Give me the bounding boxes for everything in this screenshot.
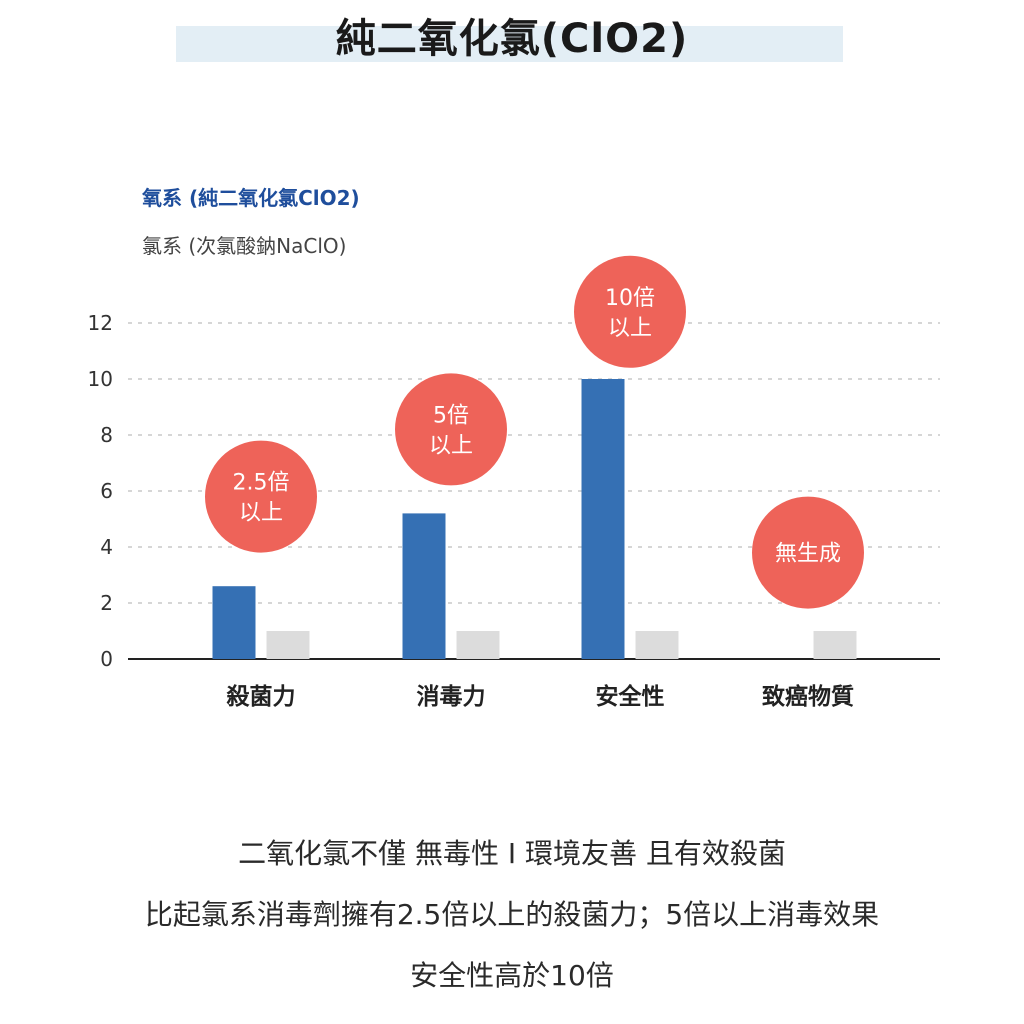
- y-tick-label: 4: [100, 535, 113, 559]
- badge-circle-3: [752, 496, 864, 609]
- legend-item-oxygen: 氧系 (純二氧化氯ClO2): [142, 186, 360, 210]
- caption-line-2: 比起氯系消毒劑擁有2.5倍以上的殺菌力；5倍以上消毒效果: [144, 898, 880, 931]
- x-tick-label: 殺菌力: [227, 683, 296, 710]
- title-band: [176, 26, 843, 62]
- legend-item-chlorine: 氯系 (次氯酸鈉NaClO): [142, 234, 347, 258]
- caption-line-1: 二氧化氯不僅 無毒性 I 環境友善 且有效殺菌: [238, 837, 786, 870]
- bar-oxygen-2: [581, 379, 625, 659]
- badge-label: 以上: [429, 433, 473, 458]
- x-tick-label: 安全性: [596, 683, 665, 710]
- y-tick-label: 6: [100, 479, 113, 503]
- caption-line-3: 安全性高於10倍: [410, 959, 614, 992]
- y-tick-label: 0: [100, 647, 113, 671]
- bar-chlorine-3: [813, 631, 857, 659]
- badge-label: 無生成: [775, 542, 841, 567]
- y-tick-label: 10: [88, 367, 113, 391]
- y-tick-label: 8: [100, 423, 113, 447]
- y-tick-label: 2: [100, 591, 113, 615]
- badge-label: 2.5倍: [233, 471, 290, 496]
- badge-label: 10倍: [605, 286, 655, 311]
- badge-label: 5倍: [433, 403, 469, 428]
- bar-oxygen-0: [212, 586, 256, 659]
- bar-chlorine-0: [266, 631, 310, 659]
- badge-label: 以上: [239, 501, 283, 526]
- bar-chlorine-1: [456, 631, 500, 659]
- bar-chlorine-2: [635, 631, 679, 659]
- badge-label: 以上: [608, 316, 652, 341]
- x-tick-label: 消毒力: [417, 684, 486, 710]
- badge-circle-2: [574, 255, 686, 368]
- x-tick-label: 致癌物質: [762, 683, 854, 710]
- bar-oxygen-1: [402, 513, 446, 659]
- y-tick-label: 12: [88, 311, 113, 335]
- badge-circle-0: [205, 440, 317, 553]
- badge-circle-1: [395, 373, 507, 486]
- page-title: 純二氧化氯(ClO2): [335, 16, 689, 62]
